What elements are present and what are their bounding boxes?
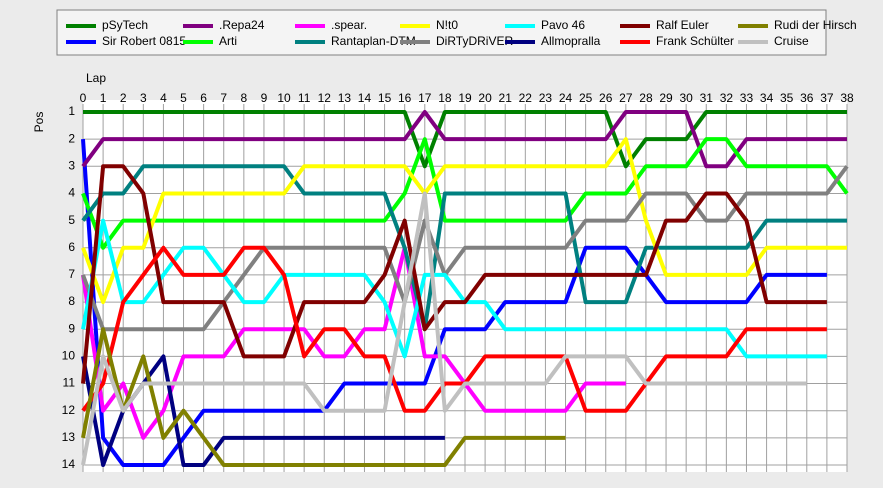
y-tick-label: 7 — [68, 267, 75, 281]
x-tick-label: 9 — [261, 91, 268, 105]
x-tick-label: 30 — [679, 91, 693, 105]
x-tick-label: 5 — [180, 91, 187, 105]
y-tick-label: 13 — [62, 430, 76, 444]
legend-label: Sir Robert 0815 — [102, 34, 186, 48]
legend-label: Pavo 46 — [541, 18, 585, 32]
x-tick-label: 25 — [579, 91, 593, 105]
x-tick-label: 20 — [478, 91, 492, 105]
x-tick-label: 4 — [160, 91, 167, 105]
x-tick-label: 1 — [100, 91, 107, 105]
x-tick-label: 8 — [240, 91, 247, 105]
x-tick-label: 13 — [338, 91, 352, 105]
x-tick-label: 32 — [720, 91, 734, 105]
x-tick-label: 3 — [140, 91, 147, 105]
series-line — [81, 327, 566, 467]
legend-label: Arti — [219, 34, 237, 48]
x-tick-label: 33 — [740, 91, 754, 105]
x-tick-label: 22 — [519, 91, 533, 105]
y-tick-label: 14 — [62, 457, 76, 471]
x-tick-label: 27 — [619, 91, 633, 105]
legend-label: Allmopralla — [541, 34, 601, 48]
x-tick-label: 10 — [277, 91, 291, 105]
x-tick-label: 15 — [378, 91, 392, 105]
series-line — [81, 165, 849, 332]
x-tick-label: 36 — [800, 91, 814, 105]
legend-label: Frank Schülter — [656, 34, 734, 48]
x-tick-label: 35 — [780, 91, 794, 105]
x-tick-label: 0 — [80, 91, 87, 105]
series-line — [81, 110, 847, 169]
legend-label: pSyTech — [102, 18, 148, 32]
y-tick-label: 11 — [63, 376, 76, 390]
x-tick-label: 28 — [639, 91, 653, 105]
x-tick-label: 38 — [840, 91, 854, 105]
y-tick-label: 6 — [68, 240, 75, 254]
legend-label: Cruise — [774, 34, 809, 48]
x-tick-label: 12 — [318, 91, 332, 105]
x-tick-label: 18 — [438, 91, 452, 105]
x-tick-label: 19 — [458, 91, 472, 105]
y-tick-label: 9 — [68, 321, 75, 335]
x-tick-label: 21 — [499, 91, 513, 105]
series-line — [81, 137, 849, 250]
x-tick-label: 16 — [398, 91, 412, 105]
x-tick-label: 26 — [599, 91, 613, 105]
legend-box — [56, 9, 827, 56]
legend-label: N!t0 — [436, 18, 458, 32]
y-tick-label: 5 — [68, 213, 75, 227]
y-tick-label: 10 — [62, 349, 76, 363]
series-line — [81, 191, 807, 466]
y-tick-label: 12 — [62, 403, 76, 417]
x-tick-label: 37 — [820, 91, 834, 105]
series-line — [81, 164, 847, 332]
y-tick-label: 4 — [68, 186, 75, 200]
x-tick-label: 7 — [220, 91, 227, 105]
x-tick-label: 34 — [760, 91, 774, 105]
x-axis-label: Lap — [86, 71, 106, 85]
x-tick-label: 6 — [200, 91, 207, 105]
x-tick-label: 24 — [559, 91, 573, 105]
legend-label: DiRTyDRiVER — [436, 34, 513, 48]
series-line — [81, 139, 827, 467]
y-tick-label: 2 — [68, 131, 75, 145]
legend-label: Rantaplan-DTM — [331, 34, 416, 48]
series-line — [81, 164, 827, 384]
y-tick-label: 1 — [68, 104, 75, 118]
legend-label: Ralf Euler — [656, 18, 709, 32]
legend-label: Rudi der Hirsch — [774, 18, 857, 32]
legend-label: .spear. — [331, 18, 367, 32]
x-tick-label: 31 — [700, 91, 714, 105]
series-line — [81, 245, 827, 413]
x-tick-label: 11 — [298, 91, 311, 105]
series-line — [81, 137, 847, 305]
x-tick-label: 17 — [418, 91, 432, 105]
x-tick-label: 29 — [659, 91, 673, 105]
x-tick-label: 14 — [358, 91, 372, 105]
x-tick-label: 23 — [539, 91, 553, 105]
y-axis-label: Pos — [32, 112, 46, 133]
series-line — [83, 110, 847, 169]
x-tick-label: 2 — [120, 91, 127, 105]
legend-label: .Repa24 — [219, 18, 265, 32]
series-line — [81, 218, 827, 359]
y-tick-label: 8 — [68, 294, 75, 308]
y-tick-label: 3 — [68, 158, 75, 172]
